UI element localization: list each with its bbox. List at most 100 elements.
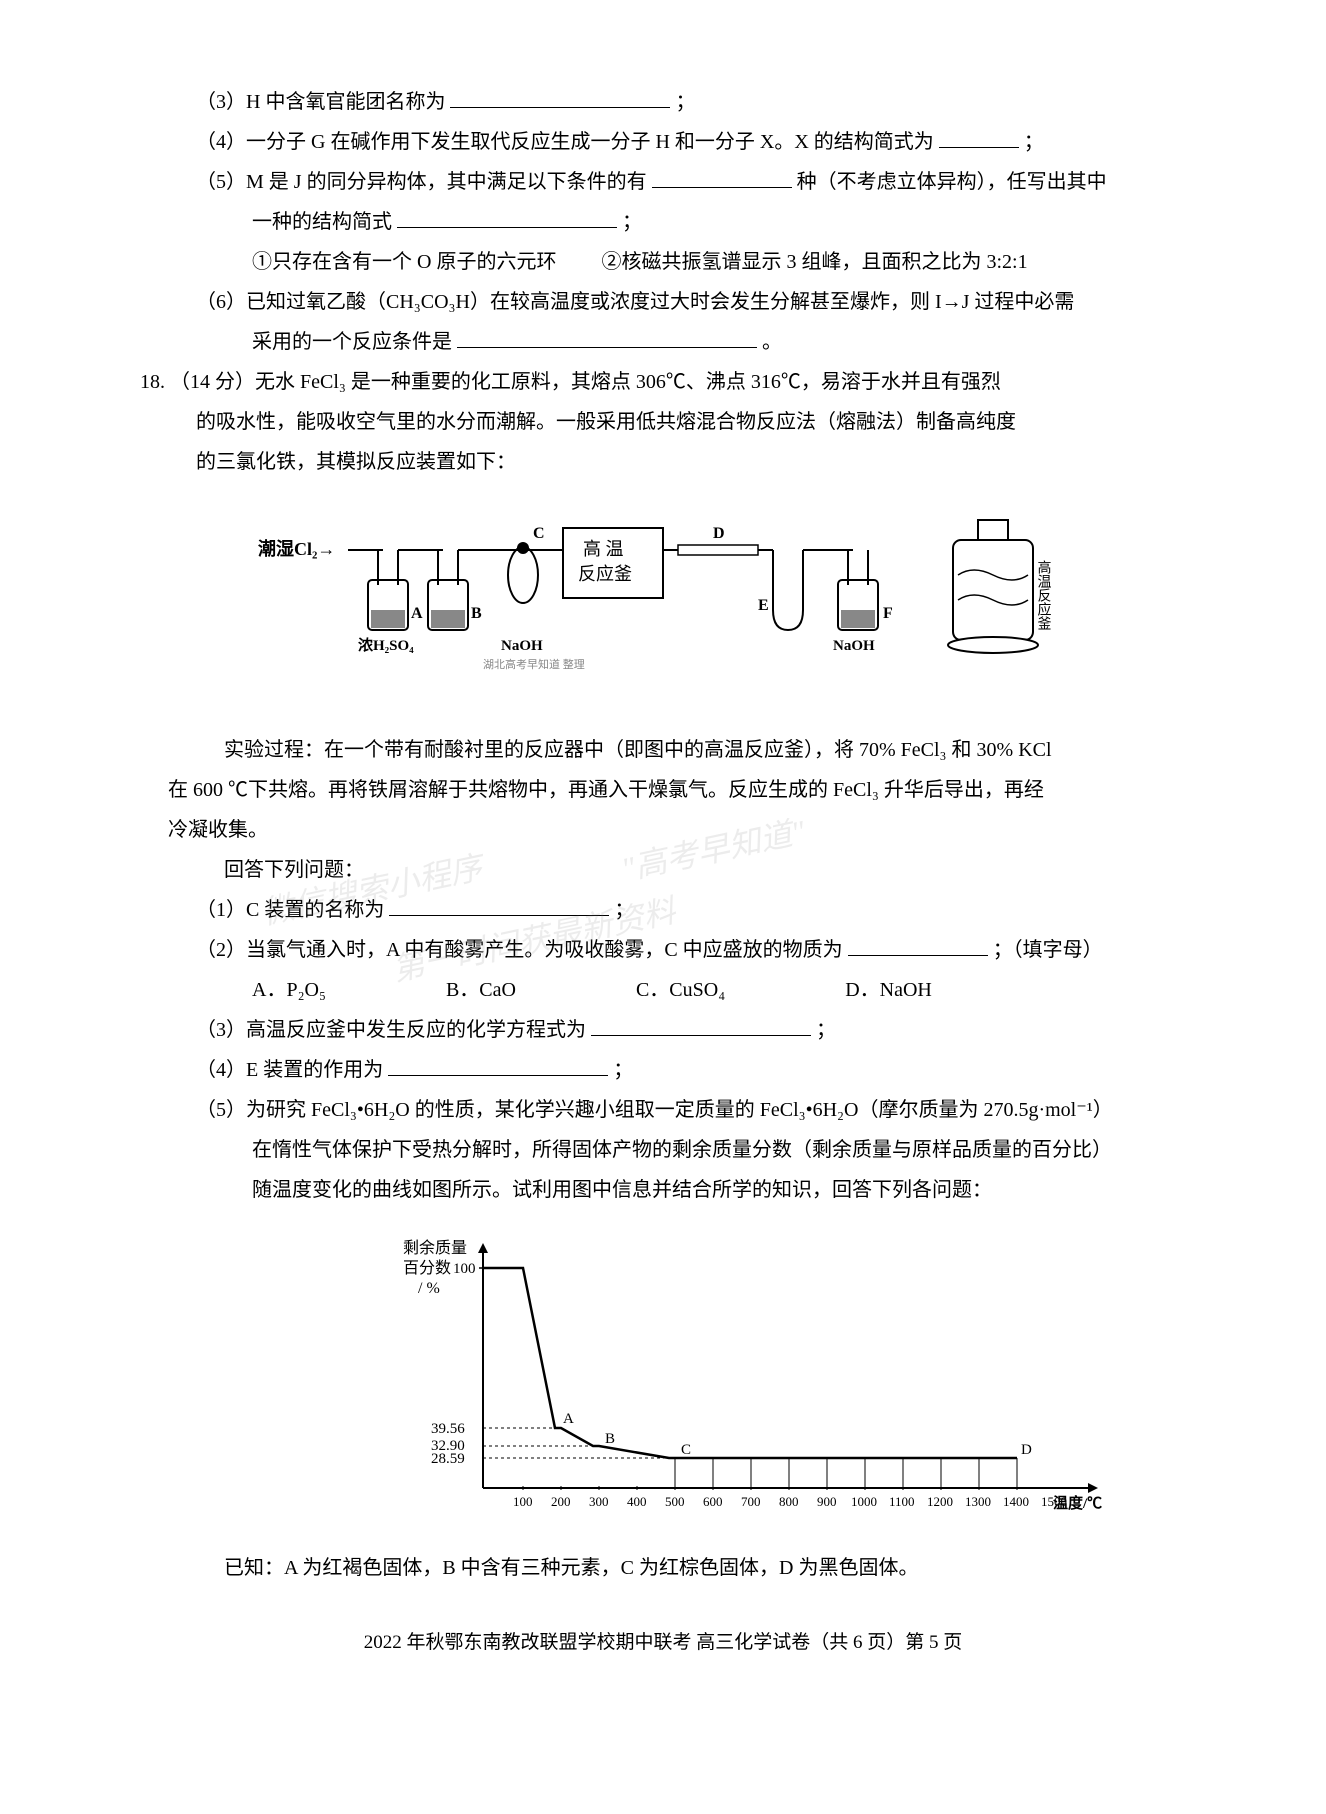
tube-c: C: [508, 525, 563, 603]
chart-container: 剩余质量 百分数 / % 100 39.56 32.90 28.59 100 2…: [320, 1228, 1186, 1540]
svg-text:D: D: [713, 525, 725, 542]
q18-line2: 的吸水性，能吸收空气里的水分而潮解。一般采用低共熔混合物反应法（熔融法）制备高纯…: [140, 404, 1186, 440]
sub3-blank[interactable]: [591, 1016, 811, 1036]
svg-text:800: 800: [779, 1494, 799, 1509]
point-b: B: [605, 1431, 615, 1447]
sub5-line3-text: 随温度变化的曲线如图所示。试利用图中信息并结合所学的知识，回答下列各问题：: [252, 1179, 992, 1201]
svg-text:反应釜: 反应釜: [578, 564, 632, 584]
q5-cond1: ①只存在含有一个 O 原子的六元环: [252, 251, 556, 273]
q18-line2-text: 的吸水性，能吸收空气里的水分而潮解。一般采用低共熔混合物反应法（熔融法）制备高纯…: [196, 411, 1016, 433]
svg-text:1200: 1200: [927, 1494, 953, 1509]
q6-line2: 采用的一个反应条件是 。: [140, 324, 1186, 360]
exp-line2: 在 600 ℃下共熔。再将铁屑溶解于共熔物中，再通入干燥氯气。反应生成的 FeC…: [140, 772, 1186, 808]
answer-prompt-text: 回答下列问题：: [224, 859, 364, 881]
exp-line1: 实验过程：在一个带有耐酸衬里的反应器中（即图中的高温反应釜），将 70% FeC…: [140, 732, 1186, 768]
svg-text:700: 700: [741, 1494, 761, 1509]
sub5-line1: （5）为研究 FeCl₃•6H₂O 的性质，某化学兴趣小组取一定质量的 FeCl…: [140, 1092, 1186, 1128]
q5-text: （5）M 是 J 的同分异构体，其中满足以下条件的有: [196, 171, 647, 193]
q5-blank1[interactable]: [652, 168, 792, 188]
sub2-options: A．P₂O₅ B．CaO C．CuSO₄ D．NaOH: [140, 972, 1186, 1008]
x-ticks: 100 200 300 400 500 600 700 800 900 1000…: [513, 1486, 1067, 1509]
sub5-line2: 在惰性气体保护下受热分解时，所得固体产物的剩余质量分数（剩余质量与原样品质量的百…: [140, 1132, 1186, 1168]
q6-line1: （6）已知过氧乙酸（CH₃CO₃H）在较高温度或浓度过大时会发生分解甚至爆炸，则…: [140, 284, 1186, 320]
chart-line: [483, 1268, 1017, 1458]
q18-line1: 18. （14 分）无水 FeCl₃ 是一种重要的化工原料，其熔点 306℃、沸…: [140, 364, 1186, 400]
sub5-text: （5）为研究 FeCl₃•6H₂O 的性质，某化学兴趣小组取一定质量的 FeCl…: [196, 1099, 1113, 1121]
chart-svg: 剩余质量 百分数 / % 100 39.56 32.90 28.59 100 2…: [393, 1228, 1113, 1528]
svg-text:1300: 1300: [965, 1494, 991, 1509]
svg-text:400: 400: [627, 1494, 647, 1509]
q5-suffix: ；: [622, 211, 642, 233]
q18-line3-text: 的三氯化铁，其模拟反应装置如下：: [196, 451, 516, 473]
point-a: A: [563, 1411, 574, 1427]
chart-ylabel2: 百分数: [403, 1259, 451, 1277]
svg-text:300: 300: [589, 1494, 609, 1509]
svg-text:1000: 1000: [851, 1494, 877, 1509]
q5-line2-text: 一种的结构简式: [252, 211, 392, 233]
sub2-optD[interactable]: D．NaOH: [845, 972, 932, 1008]
sub2-optB[interactable]: B．CaO: [446, 972, 516, 1008]
side-reactor: 高温反应釜: [948, 520, 1052, 653]
inlet-label: 潮湿Cl₂→: [258, 539, 335, 559]
svg-text:湖北高考早知道 整理: 湖北高考早知道 整理: [483, 657, 585, 671]
bottle-f: F: [838, 550, 893, 630]
sub2-optC[interactable]: C．CuSO₄: [636, 972, 725, 1008]
q6-text: （6）已知过氧乙酸（CH₃CO₃H）在较高温度或浓度过大时会发生分解甚至爆炸，则…: [196, 291, 1074, 313]
exp-line3: 冷凝收集。: [140, 812, 1186, 848]
sub1-line: （1）C 装置的名称为 ；: [140, 892, 1186, 928]
chart-xlabel: 温度/℃: [1053, 1494, 1102, 1512]
svg-text:高温反应釜: 高温反应釜: [1036, 559, 1052, 630]
page-footer: 2022 年秋鄂东南教改联盟学校期中联考 高三化学试卷（共 6 页）第 5 页: [140, 1626, 1186, 1660]
ytick-3956: 39.56: [431, 1421, 465, 1437]
sub1-text: （1）C 装置的名称为: [196, 899, 384, 921]
ytick-2859: 28.59: [431, 1451, 465, 1467]
q3-text: （3）H 中含氧官能团名称为: [196, 91, 445, 113]
svg-text:NaOH: NaOH: [833, 638, 875, 654]
exp-line3-text: 冷凝收集。: [168, 819, 268, 841]
svg-text:高 温: 高 温: [583, 539, 624, 559]
svg-text:1100: 1100: [889, 1494, 915, 1509]
q6-blank[interactable]: [457, 328, 757, 348]
q3-suffix: ；: [675, 91, 695, 113]
q18-num: 18.: [140, 371, 165, 393]
q6-line2-text: 采用的一个反应条件是: [252, 331, 452, 353]
sub2-blank[interactable]: [848, 936, 988, 956]
svg-text:100: 100: [513, 1494, 533, 1509]
q5-mid: 种（不考虑立体异构），任写出其中: [797, 171, 1107, 193]
sub3-line: （3）高温反应釜中发生反应的化学方程式为 ；: [140, 1012, 1186, 1048]
sub2-optA[interactable]: A．P₂O₅: [252, 972, 326, 1008]
svg-text:B: B: [471, 605, 482, 622]
q5-blank2[interactable]: [397, 208, 617, 228]
sub1-blank[interactable]: [389, 896, 609, 916]
known-line: 已知：A 为红褐色固体，B 中含有三种元素，C 为红棕色固体，D 为黑色固体。: [140, 1550, 1186, 1586]
svg-text:900: 900: [817, 1494, 837, 1509]
point-d: D: [1021, 1442, 1032, 1458]
sub2-text: （2）当氯气通入时，A 中有酸雾产生。为吸收酸雾，C 中应盛放的物质为: [196, 939, 843, 961]
bottle-a: A: [368, 550, 423, 630]
reactor-box: 高 温 反应釜: [563, 528, 663, 598]
apparatus-diagram: 潮湿Cl₂→ A B 浓H₂SO₄ C: [140, 500, 1186, 712]
q3-blank[interactable]: [450, 88, 670, 108]
svg-text:1400: 1400: [1003, 1494, 1029, 1509]
chart-ylabel1: 剩余质量: [403, 1238, 467, 1257]
sub4-text: （4）E 装置的作用为: [196, 1059, 383, 1081]
q6-suffix: 。: [762, 331, 782, 353]
exp-line1-text: 实验过程：在一个带有耐酸衬里的反应器中（即图中的高温反应釜），将 70% FeC…: [224, 739, 1052, 761]
q18-intro: （14 分）无水 FeCl₃ 是一种重要的化工原料，其熔点 306℃、沸点 31…: [170, 371, 1001, 393]
exp-line2-text: 在 600 ℃下共熔。再将铁屑溶解于共熔物中，再通入干燥氯气。反应生成的 FeC…: [168, 779, 1044, 801]
q4-blank[interactable]: [939, 128, 1019, 148]
svg-text:600: 600: [703, 1494, 723, 1509]
answer-prompt: 回答下列问题：: [140, 852, 1186, 888]
sub4-blank[interactable]: [388, 1056, 608, 1076]
q5-line2: 一种的结构简式 ；: [140, 204, 1186, 240]
sub2-suffix: ；（填字母）: [993, 939, 1103, 961]
svg-text:浓H₂SO₄: 浓H₂SO₄: [358, 637, 414, 654]
svg-text:200: 200: [551, 1494, 571, 1509]
q5-line1: （5）M 是 J 的同分异构体，其中满足以下条件的有 种（不考虑立体异构），任写…: [140, 164, 1186, 200]
q5-conds: ①只存在含有一个 O 原子的六元环 ②核磁共振氢谱显示 3 组峰，且面积之比为 …: [140, 244, 1186, 280]
q4-text: （4）一分子 G 在碱作用下发生取代反应生成一分子 H 和一分子 X。X 的结构…: [196, 131, 934, 153]
svg-text:NaOH: NaOH: [501, 638, 543, 654]
q5-cond2: ②核磁共振氢谱显示 3 组峰，且面积之比为 3:2:1: [601, 251, 1027, 273]
apparatus-svg: 潮湿Cl₂→ A B 浓H₂SO₄ C: [253, 500, 1073, 700]
svg-text:C: C: [533, 525, 545, 542]
